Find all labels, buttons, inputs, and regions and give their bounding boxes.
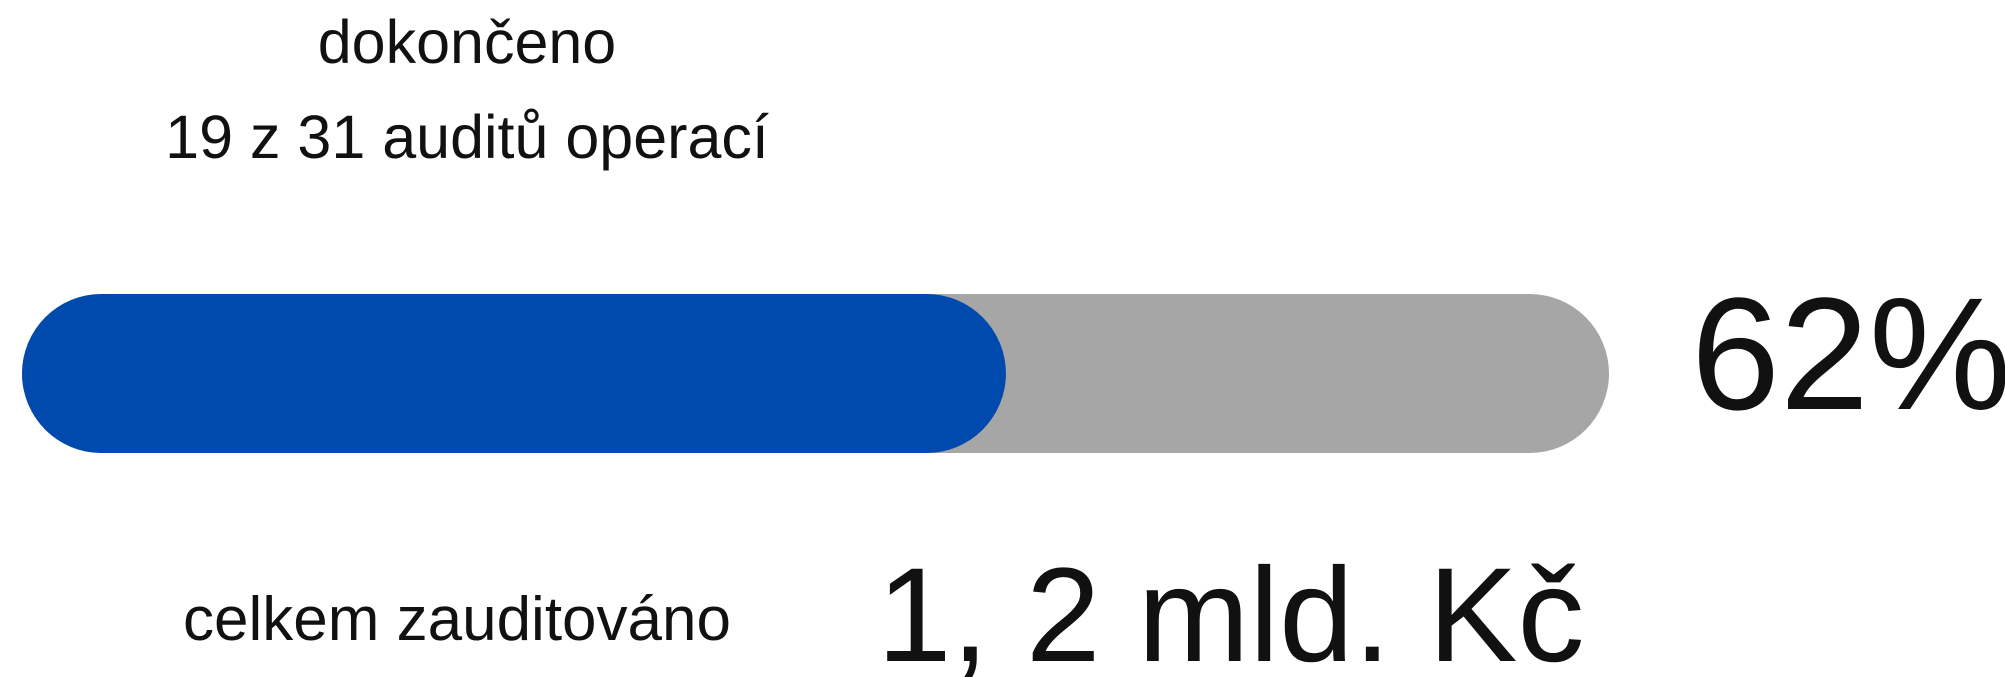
progress-bar	[22, 294, 1609, 453]
footer-label: celkem zauditováno	[183, 585, 731, 654]
title: dokončeno	[318, 8, 616, 76]
subtitle: 19 z 31 auditů operací	[165, 103, 769, 171]
value-label: 62%	[1691, 264, 2005, 443]
footer-value: 1, 2 mld. Kč	[877, 541, 1585, 677]
progress-fill	[22, 294, 1006, 453]
